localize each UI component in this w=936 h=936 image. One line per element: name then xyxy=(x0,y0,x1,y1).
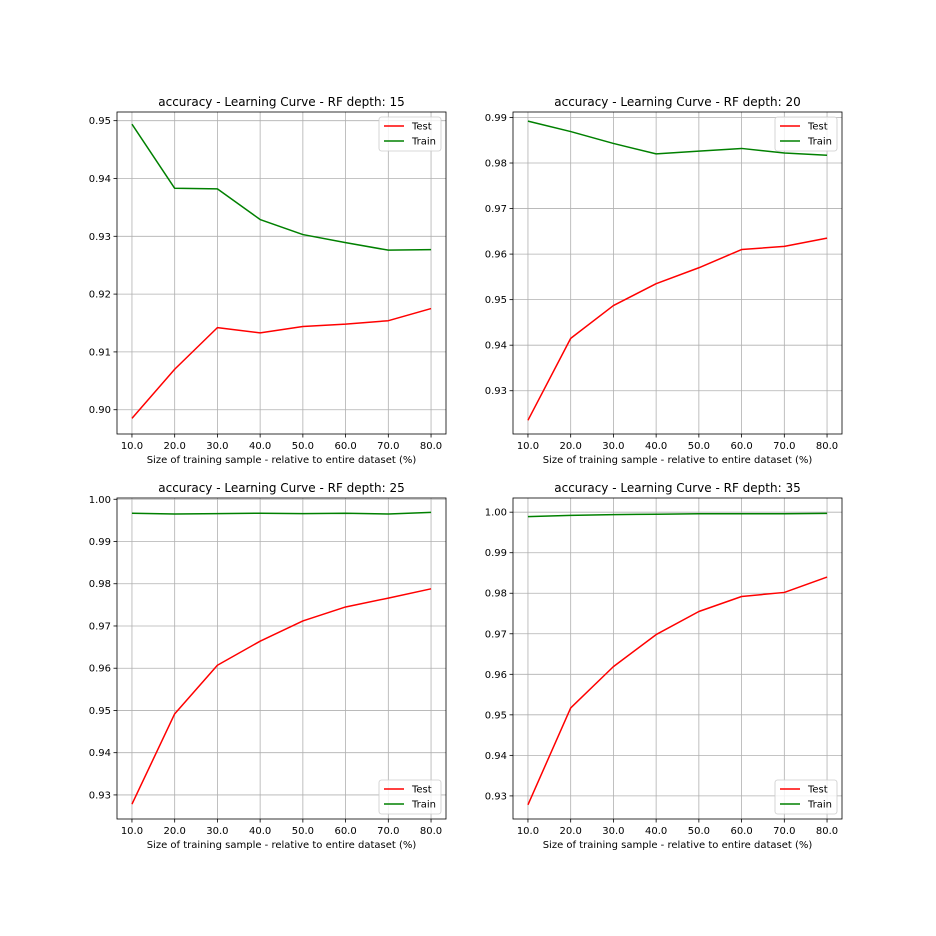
series-line-train xyxy=(131,123,432,251)
x-tick-label: 10.0 xyxy=(121,826,143,837)
x-tick-label: 20.0 xyxy=(164,441,186,452)
series-line-test xyxy=(131,307,432,419)
axes-frame xyxy=(512,497,843,820)
y-tick-label: 0.96 xyxy=(89,664,111,675)
x-axis-label: Size of training sample - relative to en… xyxy=(147,840,417,851)
x-tick-label: 70.0 xyxy=(377,441,399,452)
series-line-train xyxy=(527,512,828,518)
chart-title: accuracy - Learning Curve - RF depth: 35 xyxy=(554,481,800,495)
y-tick-label: 0.98 xyxy=(485,159,507,170)
y-tick-label: 0.97 xyxy=(485,629,507,640)
series-line-test xyxy=(527,576,828,806)
axes-frame xyxy=(512,111,843,435)
x-tick-label: 80.0 xyxy=(420,441,442,452)
legend-label-test: Test xyxy=(807,785,828,796)
y-tick-label: 0.94 xyxy=(485,751,507,762)
series-line-train xyxy=(527,120,828,157)
series-line-test xyxy=(527,237,828,421)
legend-label-train: Train xyxy=(411,800,436,811)
axes-frame xyxy=(116,497,447,820)
x-tick-label: 20.0 xyxy=(164,826,186,837)
y-tick-label: 0.93 xyxy=(89,790,111,801)
x-tick-label: 40.0 xyxy=(645,826,667,837)
x-tick-label: 70.0 xyxy=(377,826,399,837)
y-tick-label: 0.97 xyxy=(89,621,111,632)
x-tick-label: 10.0 xyxy=(517,826,539,837)
x-tick-label: 30.0 xyxy=(206,441,228,452)
y-tick-label: 0.93 xyxy=(485,791,507,802)
x-tick-label: 70.0 xyxy=(773,441,795,452)
x-tick-label: 10.0 xyxy=(517,441,539,452)
chart-title: accuracy - Learning Curve - RF depth: 25 xyxy=(158,481,404,495)
legend: Test Train xyxy=(774,779,838,815)
x-tick-label: 80.0 xyxy=(816,826,838,837)
legend-label-train: Train xyxy=(411,137,436,148)
x-tick-label: 50.0 xyxy=(688,441,710,452)
series-line-test xyxy=(131,588,432,805)
y-tick-label: 0.93 xyxy=(89,232,111,243)
y-tick-label: 0.95 xyxy=(485,295,507,306)
axes-frame xyxy=(116,111,447,435)
y-tick-label: 0.90 xyxy=(89,405,111,416)
y-tick-label: 0.95 xyxy=(485,710,507,721)
y-tick-label: 0.92 xyxy=(89,290,111,301)
y-tick-label: 0.95 xyxy=(89,116,111,127)
y-tick-label: 0.94 xyxy=(89,174,111,185)
x-tick-label: 40.0 xyxy=(645,441,667,452)
y-tick-label: 0.95 xyxy=(89,706,111,717)
x-axis-label: Size of training sample - relative to en… xyxy=(543,455,813,466)
x-tick-label: 40.0 xyxy=(249,441,271,452)
x-tick-label: 50.0 xyxy=(292,441,314,452)
x-tick-label: 30.0 xyxy=(602,441,624,452)
y-tick-label: 0.98 xyxy=(89,579,111,590)
subplot-3: 10.0 20.0 30.0 40.0 50.0 60.0 70.0 80.0 0.93 0.94… xyxy=(89,481,447,851)
x-axis-label: Size of training sample - relative to en… xyxy=(543,840,813,851)
x-tick-label: 80.0 xyxy=(816,441,838,452)
x-tick-label: 10.0 xyxy=(121,441,143,452)
y-tick-label: 0.96 xyxy=(485,250,507,261)
y-tick-label: 0.94 xyxy=(89,748,111,759)
y-tick-label: 1.00 xyxy=(89,495,111,506)
x-tick-label: 60.0 xyxy=(334,826,356,837)
y-tick-label: 0.99 xyxy=(89,537,111,548)
x-tick-label: 30.0 xyxy=(206,826,228,837)
subplot-1: 10.0 20.0 30.0 40.0 50.0 60.0 70.0 80.0 0.90 0.91… xyxy=(89,95,447,466)
legend-label-test: Test xyxy=(411,122,432,133)
legend: Test Train xyxy=(774,116,838,152)
subplot-4: 10.0 20.0 30.0 40.0 50.0 60.0 70.0 80.0 0.93 0.94… xyxy=(485,481,843,851)
x-tick-label: 50.0 xyxy=(292,826,314,837)
y-tick-label: 0.94 xyxy=(485,341,507,352)
legend-label-test: Test xyxy=(411,785,432,796)
chart-title: accuracy - Learning Curve - RF depth: 20 xyxy=(554,95,800,109)
legend: Test Train xyxy=(378,116,442,152)
x-axis-label: Size of training sample - relative to en… xyxy=(147,455,417,466)
x-tick-label: 60.0 xyxy=(730,826,752,837)
y-tick-label: 0.97 xyxy=(485,204,507,215)
legend: Test Train xyxy=(378,779,442,815)
x-tick-label: 40.0 xyxy=(249,826,271,837)
y-tick-label: 0.93 xyxy=(485,386,507,397)
subplot-2: 10.0 20.0 30.0 40.0 50.0 60.0 70.0 80.0 0.93 0.94… xyxy=(485,95,843,466)
y-tick-label: 0.99 xyxy=(485,113,507,124)
x-tick-label: 70.0 xyxy=(773,826,795,837)
y-tick-label: 0.96 xyxy=(485,670,507,681)
y-tick-label: 1.00 xyxy=(485,508,507,519)
x-tick-label: 60.0 xyxy=(334,441,356,452)
chart-title: accuracy - Learning Curve - RF depth: 15 xyxy=(158,95,404,109)
x-tick-label: 30.0 xyxy=(602,826,624,837)
y-tick-label: 0.98 xyxy=(485,589,507,600)
x-tick-label: 20.0 xyxy=(560,826,582,837)
y-tick-label: 0.91 xyxy=(89,347,111,358)
y-tick-label: 0.99 xyxy=(485,548,507,559)
x-tick-label: 80.0 xyxy=(420,826,442,837)
legend-label-train: Train xyxy=(807,137,832,148)
legend-label-train: Train xyxy=(807,800,832,811)
x-tick-label: 50.0 xyxy=(688,826,710,837)
legend-label-test: Test xyxy=(807,122,828,133)
series-line-train xyxy=(131,511,432,515)
x-tick-label: 20.0 xyxy=(560,441,582,452)
x-tick-label: 60.0 xyxy=(730,441,752,452)
